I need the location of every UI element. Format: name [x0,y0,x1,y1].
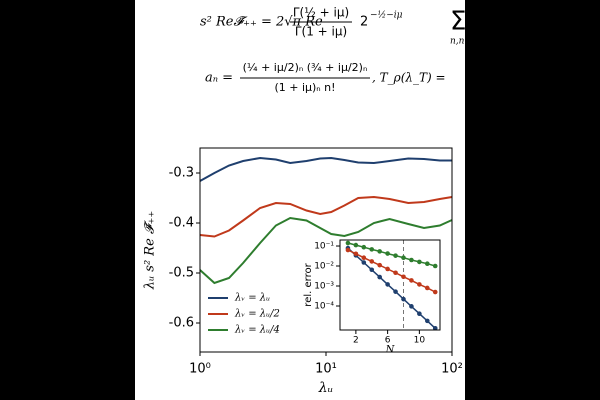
marker [361,255,367,261]
marker [409,278,414,283]
marker [385,251,390,256]
x-tick-label: 10 [414,336,426,346]
eq-lhs: s² Re𝓕̃₊₊ = 2√π Re [200,15,323,30]
marker [409,304,414,309]
x-axis-label: N [385,345,396,356]
x-tick-label: 10¹ [315,362,337,377]
marker [377,249,382,254]
marker [361,244,367,250]
series-line [199,156,452,182]
marker [353,251,359,257]
marker [393,253,398,258]
marker [385,266,390,272]
eq-num: Γ(½ + iμ) [293,6,349,20]
marker [393,289,398,294]
marker [425,285,430,291]
eq-den: (1 + iμ)ₙ n! [274,81,335,94]
legend-label: λᵥ = λᵤ [234,293,270,304]
x-tick-label: 2 [353,336,359,346]
y-axis-label: rel. error [303,262,314,306]
eq-sub: n,n [450,37,465,47]
marker [417,282,422,287]
x-tick-label: 10⁰ [189,362,211,377]
y-tick-label: -0.6 [169,316,194,331]
marker [432,325,438,331]
marker [377,274,382,280]
marker [393,270,398,276]
right-edge [465,0,600,400]
marker [345,247,351,253]
marker [369,267,375,273]
eq-pow: 2 [360,15,368,30]
y-tick-label: 10⁻² [314,262,334,272]
equation-1: s² Re𝓕̃₊₊ = 2√π Re Γ(½ + iμ) Γ(1 + iμ) 2… [200,6,466,47]
axes-frame [339,239,441,331]
eq-rhs: , T_ρ(λ_T) = [372,71,446,85]
marker [401,296,406,302]
marker [417,311,422,317]
eq-exp: −½−iμ [370,10,403,21]
marker [401,255,406,261]
y-tick-label: 10⁻³ [314,282,334,292]
y-tick-label: 10⁻⁴ [314,301,334,311]
legend-label: λᵥ = λᵤ/4 [234,325,280,336]
marker [369,259,375,264]
marker [425,261,430,267]
marker [361,260,367,265]
marker [353,242,359,248]
marker [409,257,414,263]
marker [432,289,438,295]
x-tick-label: 10² [441,362,463,377]
y-tick-label: 10⁻¹ [314,242,334,252]
axes-frame [199,147,453,353]
y-tick-label: -0.5 [169,266,194,281]
eq-den: Γ(1 + iμ) [295,25,347,39]
equation-2: aₙ = (¼ + iμ/2)ₙ (¾ + iμ/2)ₙ (1 + iμ)ₙ n… [205,61,446,94]
eq-num: (¼ + iμ/2)ₙ (¾ + iμ/2)ₙ [243,61,368,74]
marker [417,259,422,265]
marker [425,318,430,324]
marker [369,247,375,252]
y-tick-label: -0.3 [169,166,194,181]
x-tick-label: 6 [385,336,391,346]
series-line [199,195,453,238]
eq-lhs: aₙ = [205,71,233,86]
marker [377,262,382,268]
marker [385,282,390,287]
y-axis-label: λᵤ s² Re 𝓕̄₊₊ [143,211,158,291]
series-line [199,216,453,285]
x-axis-label: λᵤ [318,380,333,396]
legend-label: λᵥ = λᵤ/2 [234,309,280,320]
marker [432,263,438,269]
marker [345,240,351,246]
y-tick-label: -0.4 [169,216,194,231]
eq-sum: Σ [450,7,466,37]
marker [401,274,406,280]
